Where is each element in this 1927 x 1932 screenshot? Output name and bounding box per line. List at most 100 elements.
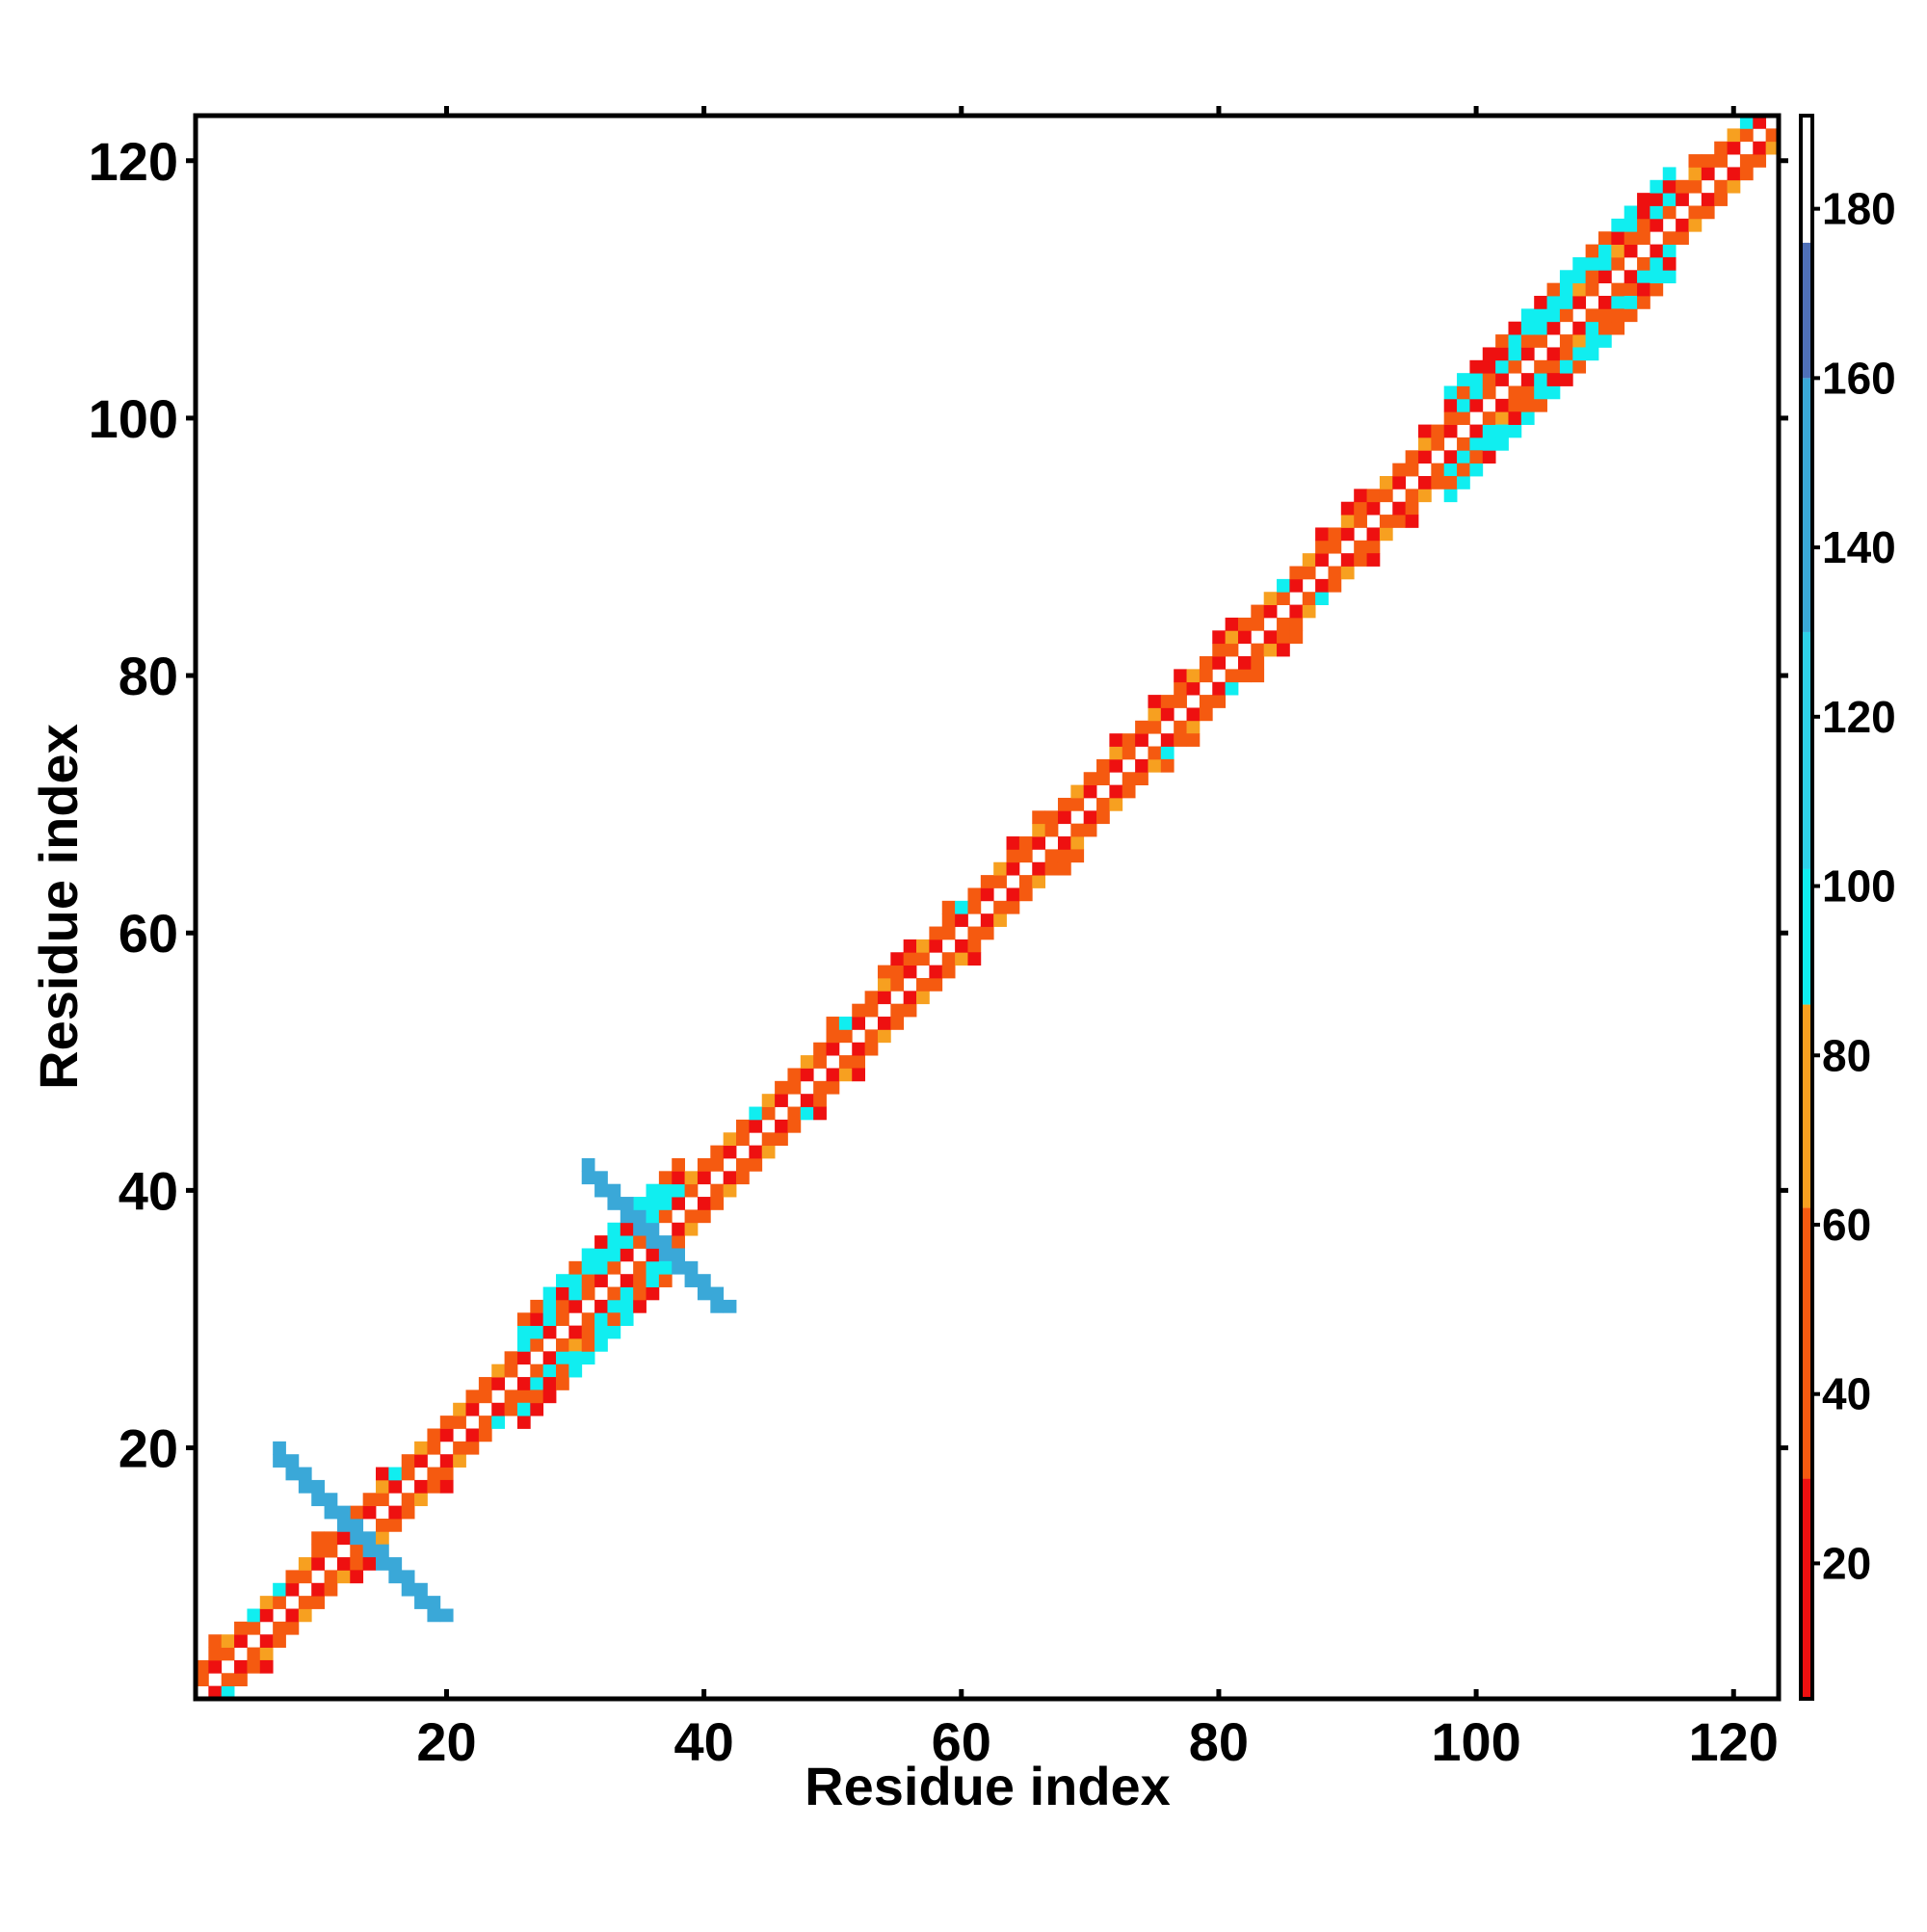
heatmap-cell [1251, 604, 1265, 619]
heatmap-cell [556, 1286, 569, 1301]
heatmap-cell [633, 1209, 647, 1224]
heatmap-cell [1148, 720, 1162, 734]
heatmap-cell [1508, 359, 1522, 374]
heatmap-cell [646, 1183, 660, 1198]
heatmap-cell [1534, 296, 1547, 309]
heatmap-cell [1572, 334, 1587, 348]
heatmap-cell [697, 1197, 711, 1210]
heatmap-cell [813, 1094, 827, 1107]
heatmap-cell [542, 1389, 557, 1404]
heatmap-cell [1199, 695, 1213, 708]
heatmap-cell [838, 1017, 853, 1030]
heatmap-cell [1315, 527, 1329, 542]
heatmap-cell [1714, 141, 1728, 155]
heatmap-cell [1263, 643, 1278, 657]
heatmap-cell [1727, 179, 1741, 194]
heatmap-cell [401, 1582, 415, 1597]
heatmap-cell [504, 1351, 518, 1365]
heatmap-cell [1006, 849, 1020, 863]
heatmap-cell [594, 1183, 608, 1198]
heatmap-cell [1457, 411, 1470, 425]
heatmap-cell [1650, 205, 1664, 220]
heatmap-cell [1559, 282, 1573, 297]
heatmap-cell [1070, 836, 1085, 850]
heatmap-cell [1727, 167, 1741, 181]
heatmap-cell [646, 1260, 660, 1275]
heatmap-cell [1096, 758, 1110, 773]
heatmap-cell [620, 1209, 634, 1224]
heatmap-cell [1135, 720, 1148, 734]
heatmap-cell [427, 1608, 441, 1623]
heatmap-cell [607, 1260, 621, 1275]
heatmap-cell [298, 1557, 312, 1571]
heatmap-cell [478, 1389, 492, 1404]
heatmap-cell [1186, 707, 1201, 722]
heatmap-cell [1302, 553, 1316, 567]
heatmap-cell [1315, 553, 1329, 567]
heatmap-cell [1083, 772, 1097, 785]
heatmap-cell [1392, 501, 1407, 516]
x-tick-label: 60 [932, 1711, 991, 1772]
heatmap-cell [273, 1596, 286, 1609]
heatmap-cell [1199, 656, 1213, 670]
heatmap-cell [414, 1493, 428, 1507]
heatmap-cell [1340, 566, 1355, 580]
heatmap-cell [1315, 540, 1329, 554]
heatmap-cell [1765, 141, 1780, 155]
heatmap-cell [311, 1544, 325, 1558]
heatmap-cell [1597, 270, 1612, 284]
heatmap-cell [1277, 578, 1290, 593]
heatmap-cell [723, 1183, 737, 1198]
heatmap-cell [401, 1454, 415, 1468]
heatmap-cell [1637, 270, 1650, 284]
heatmap-cell [1546, 308, 1561, 323]
heatmap-cell [1585, 244, 1599, 258]
heatmap-cell [1225, 669, 1239, 683]
heatmap-cell [967, 887, 982, 902]
heatmap-cell [311, 1479, 325, 1494]
y-axis-label: Residue index [28, 724, 89, 1090]
heatmap-cell [542, 1325, 557, 1339]
heatmap-cell [388, 1557, 403, 1571]
heatmap-cell [607, 1299, 621, 1313]
heatmap-cell [607, 1183, 621, 1198]
heatmap-cell [980, 926, 994, 940]
heatmap-cell [1469, 373, 1484, 386]
heatmap-cell [1520, 373, 1535, 386]
heatmap-cell [234, 1673, 248, 1687]
heatmap-cell [530, 1377, 544, 1390]
heatmap-cell [916, 952, 930, 966]
heatmap-cell [1469, 450, 1484, 464]
heatmap-cell [1611, 296, 1625, 309]
heatmap-cell [1340, 553, 1355, 567]
colorbar-tick-label: 40 [1822, 1369, 1871, 1419]
heatmap-cell [620, 1274, 634, 1287]
heatmap-cell [1688, 205, 1703, 220]
x-tick-label: 120 [1689, 1711, 1779, 1772]
heatmap-cell [1044, 823, 1059, 837]
heatmap-cell [259, 1608, 274, 1623]
x-tick-label: 20 [416, 1711, 476, 1772]
heatmap-cell [1637, 282, 1650, 297]
heatmap-cell [439, 1416, 454, 1429]
heatmap-cell [672, 1248, 685, 1262]
heatmap-cell [414, 1479, 428, 1494]
heatmap-cell [929, 926, 943, 940]
heatmap-cell [1289, 566, 1304, 580]
heatmap-cell [376, 1557, 389, 1571]
heatmap-cell [1135, 758, 1148, 773]
heatmap-cell [427, 1596, 441, 1609]
heatmap-cell [1251, 617, 1265, 631]
heatmap-cell [1006, 887, 1020, 902]
heatmap-cell [1379, 527, 1393, 542]
heatmap-cell [1237, 656, 1252, 670]
heatmap-cell [1354, 553, 1367, 567]
heatmap-cell [993, 913, 1007, 927]
heatmap-cell [1611, 282, 1625, 297]
heatmap-cell [1650, 218, 1664, 232]
heatmap-cell [646, 1197, 660, 1210]
heatmap-cell [1366, 527, 1381, 542]
heatmap-cell [568, 1363, 583, 1378]
heatmap-cell [530, 1312, 544, 1327]
